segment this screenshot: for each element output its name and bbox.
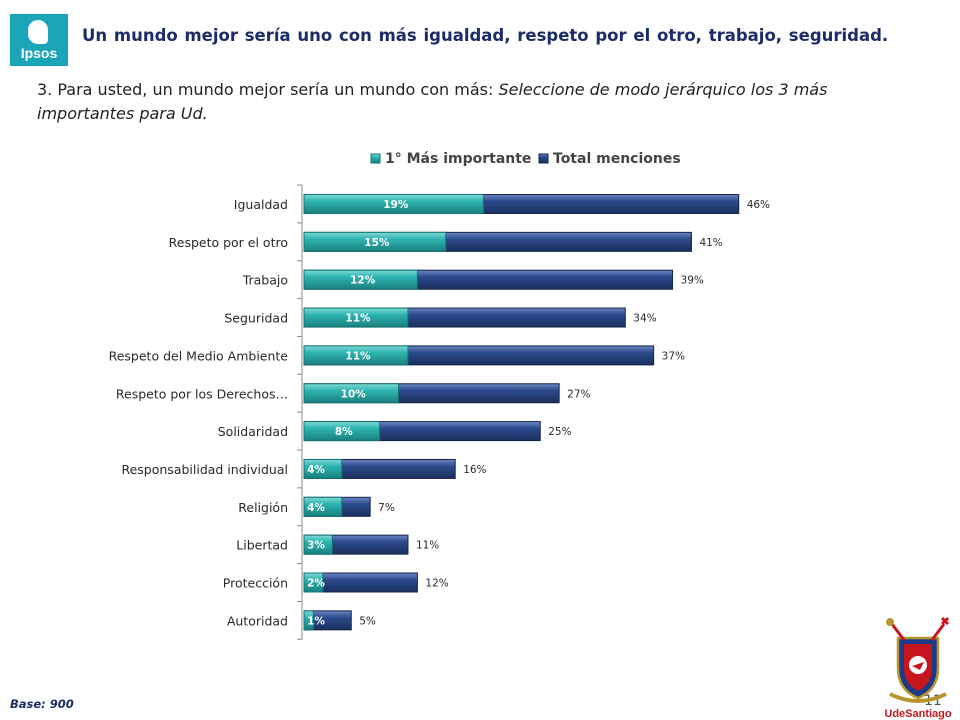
data-label-primero: 12% (350, 275, 376, 287)
question-instruction: Seleccione de modo jerárquico los 3 más … (37, 80, 828, 123)
data-label-total: 16% (463, 464, 486, 476)
legend-swatch (538, 153, 549, 164)
data-label-total: 37% (662, 350, 685, 362)
base-label: Base: 900 (10, 697, 74, 711)
data-label-primero: 15% (364, 237, 390, 249)
category-label: Trabajo (242, 273, 288, 288)
data-label-primero: 11% (345, 350, 371, 362)
udesantiago-crest: UdeSantiago (884, 616, 952, 720)
legend-swatch (370, 153, 381, 164)
data-label-total: 5% (359, 615, 376, 627)
category-label: Respeto por los Derechos… (116, 386, 288, 401)
bar-primero-mas-importante (303, 231, 447, 252)
slide-title: Un mundo mejor sería uno con más igualda… (82, 26, 889, 45)
bar-primero-mas-importante (303, 345, 409, 366)
data-label-primero: 19% (383, 199, 409, 211)
bar-primero-mas-importante (303, 307, 409, 328)
data-label-primero: 10% (341, 388, 367, 400)
data-label-total: 11% (416, 540, 439, 552)
category-label: Igualdad (234, 197, 288, 212)
legend-label: Total menciones (553, 151, 681, 167)
bar-primero-mas-importante (303, 610, 314, 631)
data-label-primero: 4% (307, 502, 325, 514)
data-label-total: 25% (548, 426, 571, 438)
bar-primero-mas-importante (303, 572, 324, 593)
data-label-primero: 2% (307, 578, 325, 590)
category-label: Responsabilidad individual (121, 462, 288, 477)
bar-primero-mas-importante (303, 383, 399, 404)
data-label-primero: 1% (307, 615, 325, 627)
bar-primero-mas-importante (303, 194, 485, 214)
category-label: Seguridad (224, 311, 288, 326)
data-label-primero: 3% (307, 540, 325, 552)
data-label-primero: 11% (345, 313, 371, 325)
category-label: Autoridad (227, 613, 288, 628)
bar-primero-mas-importante (303, 269, 418, 290)
category-label: Respeto por el otro (169, 235, 288, 250)
bar-primero-mas-importante (303, 534, 333, 555)
legend-item-total: Total menciones (538, 151, 681, 167)
ipsos-logo-text: Ipsos (20, 45, 58, 61)
ipsos-logo: Ipsos (10, 14, 68, 66)
crest-wordmark: UdeSantiago (884, 708, 952, 720)
question-prefix: 3. Para usted, un mundo mejor sería un m… (37, 80, 499, 99)
bar-primero-mas-importante (303, 421, 381, 442)
category-label: Libertad (236, 538, 288, 553)
ipsos-logo-mark (28, 20, 48, 44)
legend-label: 1° Más importante (385, 151, 531, 167)
data-label-total: 46% (747, 199, 770, 211)
data-label-total: 39% (681, 275, 704, 287)
data-label-total: 12% (425, 578, 448, 590)
data-label-total: 27% (567, 388, 590, 400)
bar-primero-mas-importante (303, 458, 343, 479)
chart-axis (297, 184, 303, 640)
category-label: Religión (238, 500, 288, 515)
chart-legend: 1° Más importante Total menciones (370, 151, 681, 167)
category-label: Protección (223, 576, 288, 591)
data-label-total: 7% (378, 502, 395, 514)
category-label: Respeto del Medio Ambiente (109, 348, 289, 363)
data-label-primero: 8% (335, 426, 353, 438)
crest-shield-icon (896, 636, 940, 700)
question-text: 3. Para usted, un mundo mejor sería un m… (37, 78, 917, 126)
chart-bars: Igualdad 19% 46% Respeto por el otro 15% 41% T… (109, 194, 770, 631)
data-label-total: 34% (633, 313, 656, 325)
category-label: Solidaridad (218, 424, 288, 439)
legend-item-primero: 1° Más importante (370, 151, 531, 167)
data-label-total: 41% (699, 237, 722, 249)
data-label-primero: 4% (307, 464, 325, 476)
bar-primero-mas-importante (303, 496, 343, 517)
